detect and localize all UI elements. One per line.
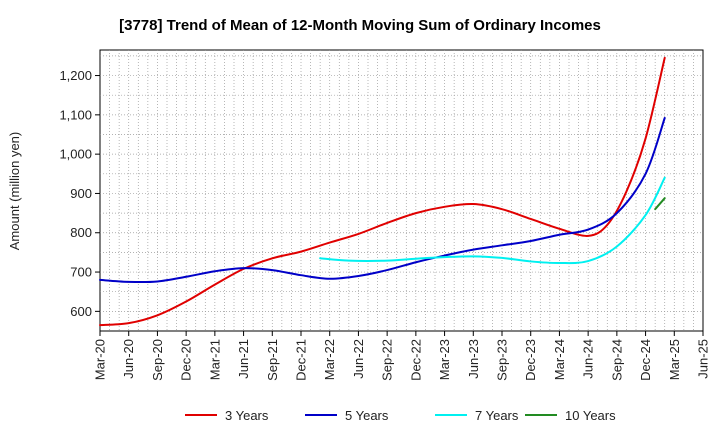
series-line-10-years [654, 197, 666, 211]
x-tick-label: Dec-23 [523, 339, 538, 381]
x-tick-label: Sep-24 [609, 339, 624, 381]
x-tick-label: Sep-22 [380, 339, 395, 381]
series-line-7-years [319, 176, 666, 265]
x-tick-label: Jun-20 [121, 339, 136, 379]
grid-layer [100, 50, 703, 331]
legend-label-7-years: 7 Years [475, 408, 519, 423]
y-tick-label: 1,000 [59, 147, 92, 162]
series-line-5-years [99, 116, 666, 284]
x-tick-label: Sep-20 [150, 339, 165, 381]
x-tick-label: Jun-24 [581, 339, 596, 379]
x-tick-label: Jun-23 [466, 339, 481, 379]
x-tick-label: Mar-21 [207, 339, 222, 380]
x-tick-label: Mar-24 [552, 339, 567, 380]
x-tick-label: Sep-21 [265, 339, 280, 381]
x-tick-label: Jun-25 [696, 339, 711, 379]
legend-label-3-years: 3 Years [225, 408, 269, 423]
x-tick-label: Dec-20 [179, 339, 194, 381]
plot-area [99, 49, 704, 332]
y-tick-label: 700 [70, 265, 92, 280]
x-tick-label: Sep-23 [495, 339, 510, 381]
x-tick-label: Jun-21 [236, 339, 251, 379]
y-tick-label: 1,200 [59, 68, 92, 83]
series-layer [99, 56, 666, 327]
x-tick-label: Dec-24 [638, 339, 653, 381]
y-tick-label: 600 [70, 304, 92, 319]
x-tick-label: Mar-23 [437, 339, 452, 380]
legend-label-10-years: 10 Years [565, 408, 616, 423]
legend: 3 Years 5 Years 7 Years 10 Years [185, 408, 616, 423]
x-tick-label: Mar-20 [93, 339, 108, 380]
x-tick-label: Mar-25 [667, 339, 682, 380]
chart-title: [3778] Trend of Mean of 12-Month Moving … [119, 17, 601, 34]
legend-label-5-years: 5 Years [345, 408, 389, 423]
x-tick-label: Dec-22 [408, 339, 423, 381]
x-tick-label: Dec-21 [294, 339, 309, 381]
series-line-3-years [99, 56, 666, 327]
axis-layer: 600 700 800 900 1,000 1,100 1,200 Mar-20 Jun-20 S… [59, 68, 710, 381]
y-tick-label: 1,100 [59, 107, 92, 122]
x-tick-label: Mar-22 [322, 339, 337, 380]
y-tick-label: 800 [70, 225, 92, 240]
y-tick-label: 900 [70, 186, 92, 201]
x-tick-label: Jun-22 [351, 339, 366, 379]
y-axis-label: Amount (million yen) [7, 132, 22, 251]
